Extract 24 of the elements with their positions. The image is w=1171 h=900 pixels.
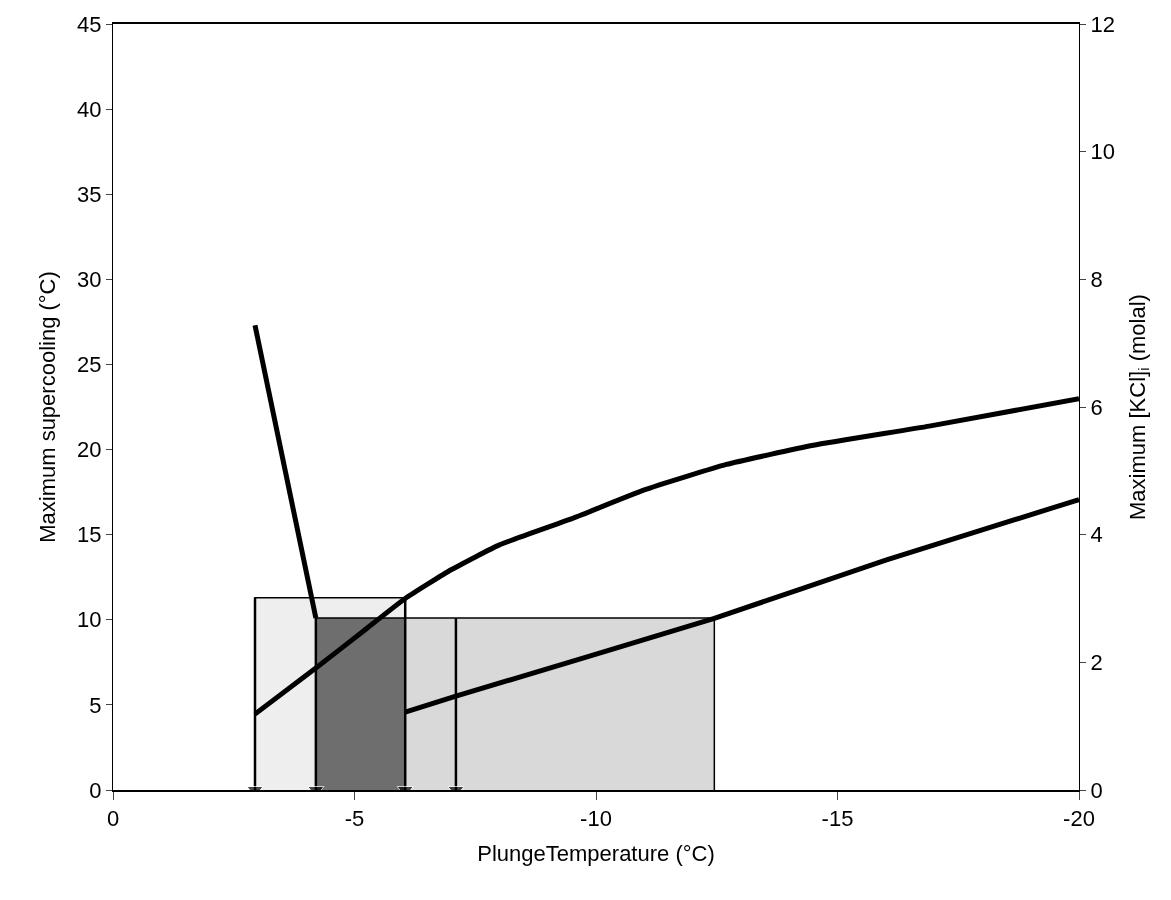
y-tick-label: 5	[89, 692, 102, 718]
y2-tick-label: 0	[1090, 777, 1103, 803]
x-tick-label: -10	[580, 806, 612, 832]
y2-tick-label: 6	[1090, 394, 1103, 420]
y-tick-label: 0	[89, 777, 102, 803]
y-tick-label: 35	[77, 181, 102, 207]
x-tick-label: -15	[821, 806, 854, 832]
y2-tick-label: 2	[1090, 650, 1103, 676]
y-tick-label: 30	[77, 267, 102, 293]
y-tick-label: 25	[77, 352, 102, 378]
x-tick-label: -20	[1063, 806, 1095, 832]
y-tick-label: 45	[77, 11, 102, 37]
y2-tick-label: 4	[1090, 522, 1103, 548]
y2-tick-label: 12	[1090, 11, 1115, 37]
y-tick-label: 10	[77, 607, 102, 633]
y2-tick-label: 8	[1090, 267, 1103, 293]
y-tick-label: 15	[77, 522, 102, 548]
x-tick-label: 0	[106, 806, 120, 832]
y-tick-label: 40	[77, 96, 102, 122]
x-axis-title: PlungeTemperature (°C)	[477, 840, 715, 866]
y-tick-label: 20	[77, 437, 102, 463]
x-tick-label: -5	[344, 806, 365, 832]
y-axis-title: Maximum supercooling (°C)	[34, 271, 60, 543]
y2-tick-label: 10	[1090, 139, 1115, 165]
